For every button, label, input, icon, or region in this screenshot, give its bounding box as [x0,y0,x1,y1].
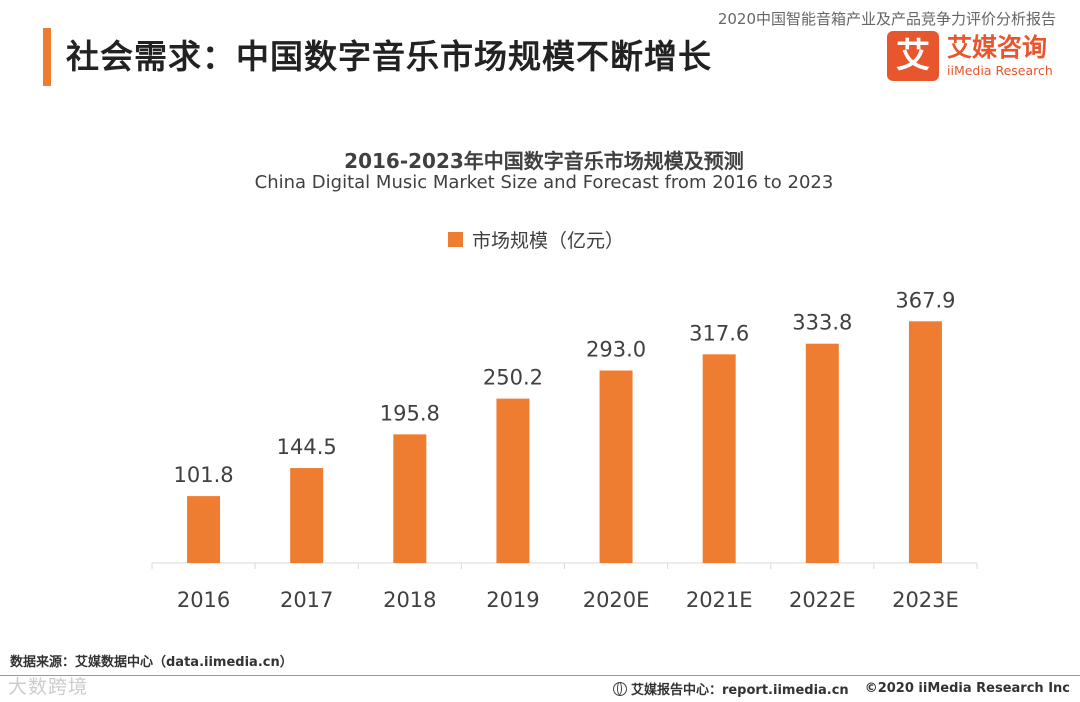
bar-2016 [187,496,221,563]
data-label-2023E: 367.9 [895,288,955,312]
title-accent-bar [43,28,51,86]
logo-subtitle: iiMedia Research [947,63,1053,78]
page-title: 社会需求：中国数字音乐市场规模不断增长 [66,37,712,76]
x-tick-label-2018: 2018 [383,588,436,612]
bar-2018 [393,434,427,563]
bar-2022E [805,343,839,563]
data-label-2022E: 333.8 [792,311,852,335]
x-tick-label-2019: 2019 [486,588,539,612]
data-source: 数据来源：艾媒数据中心（data.iimedia.cn） [10,655,293,670]
bar-2019 [496,398,530,563]
data-label-2021E: 317.6 [689,321,749,345]
logo-name: 艾媒咨询 [947,33,1048,62]
data-label-2016: 101.8 [174,463,234,487]
footer: 艾媒报告中心：report.iimedia.cn ©2020 iiMedia R… [612,679,1070,698]
data-label-2017: 144.5 [277,435,337,459]
footer-divider [0,675,1080,676]
globe-icon [612,681,627,696]
chart-subtitle: China Digital Music Market Size and Fore… [254,172,834,193]
x-tick-label-2017: 2017 [280,588,333,612]
data-label-2020E: 293.0 [586,337,646,361]
legend-swatch [448,231,463,247]
watermark: 大数跨境 [8,676,89,698]
x-tick-label-2023E: 2023E [892,588,959,612]
data-label-2019: 250.2 [483,366,543,390]
bar-2023E [908,321,942,563]
bar-2021E [702,354,736,563]
logo-mark-icon: 艾 [887,31,939,81]
bar-2017 [290,468,324,563]
copyright: ©2020 iiMedia Research Inc [864,681,1070,696]
report-center-link[interactable]: 艾媒报告中心：report.iimedia.cn [630,683,849,698]
x-tick-label-2016: 2016 [177,588,230,612]
legend-label: 市场规模（亿元） [472,229,625,252]
data-label-2018: 195.8 [380,401,440,425]
chart-legend: 市场规模（亿元） [448,226,624,252]
x-tick-label-2022E: 2022E [789,588,856,612]
report-title: 2020中国智能音箱产业及产品竞争力评价分析报告 [717,10,1056,28]
bar-2020E [599,370,633,563]
x-tick-label-2021E: 2021E [686,588,753,612]
brand-logo[interactable]: 艾 艾媒咨询 iiMedia Research [887,31,1062,81]
chart-title: 2016-2023年中国数字音乐市场规模及预测 [344,149,744,173]
x-tick-label-2020E: 2020E [583,588,650,612]
